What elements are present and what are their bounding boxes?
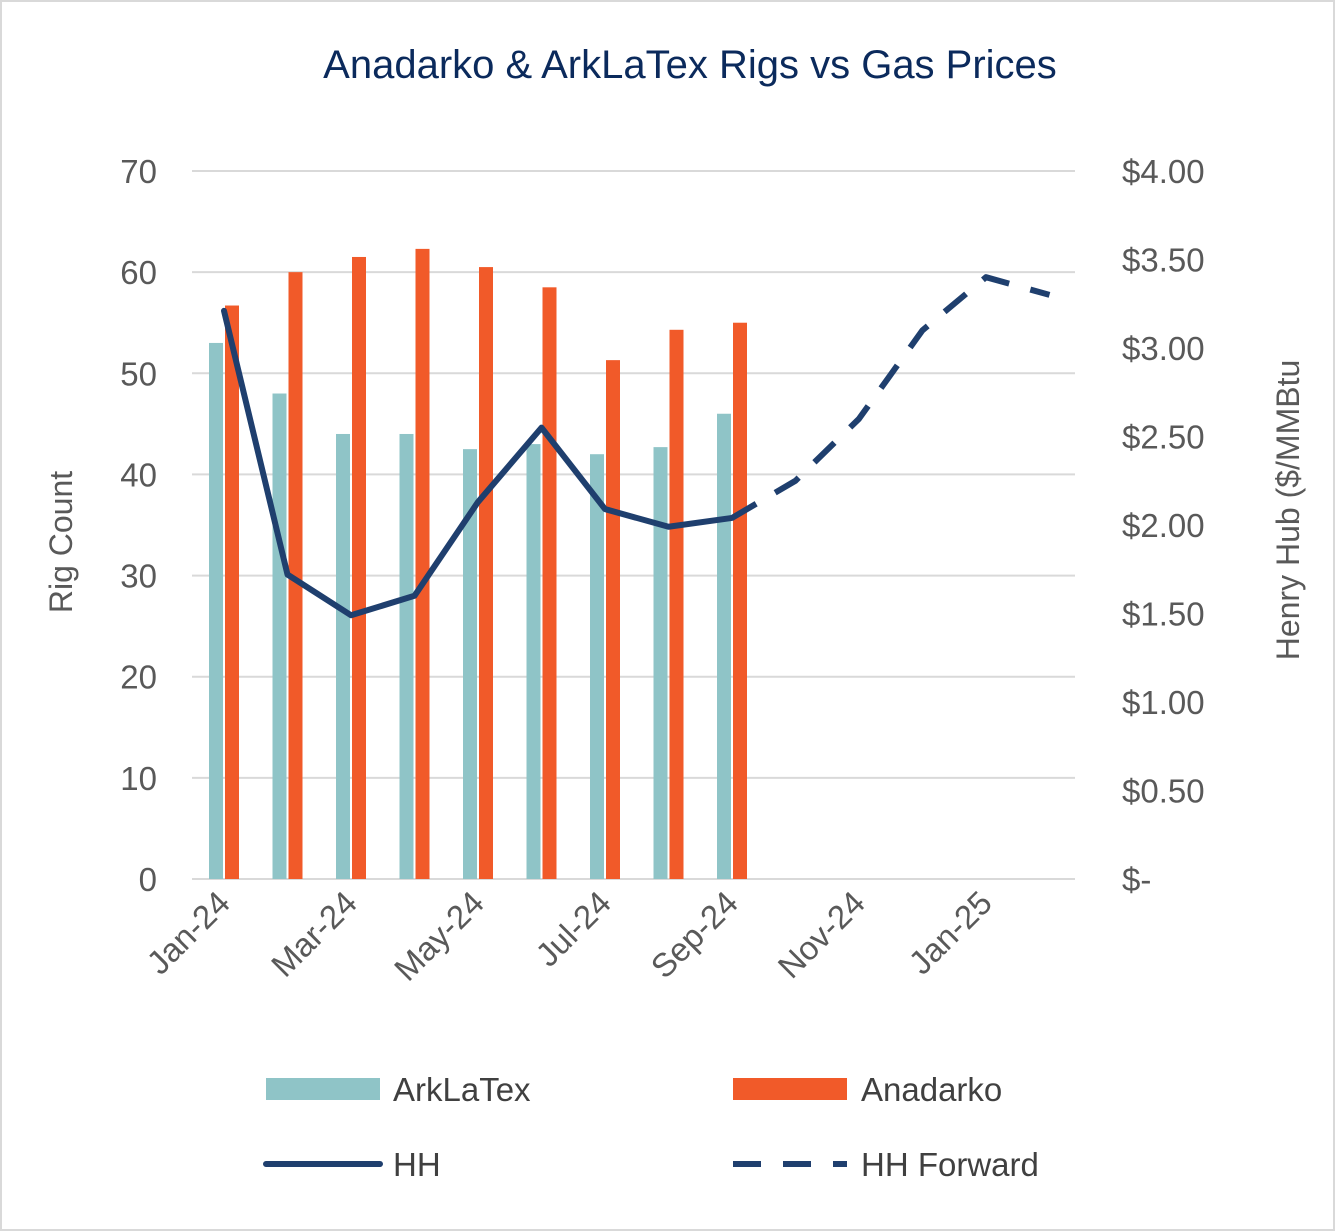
legend-swatch-arklatex <box>266 1078 380 1100</box>
x-tick-label: Sep-24 <box>644 884 745 985</box>
x-tick-label: May-24 <box>387 884 491 988</box>
y-left-tick-label: 20 <box>120 659 157 696</box>
y-right-tick-label: $3.00 <box>1122 330 1205 367</box>
y-right-tick-label: $- <box>1122 861 1151 898</box>
y-left-tick-label: 30 <box>120 558 157 595</box>
x-tick-label: Jul-24 <box>528 884 618 974</box>
y-left-tick-label: 60 <box>120 254 157 291</box>
legend-label-hh-forward: HH Forward <box>861 1146 1039 1183</box>
bar-arklatex <box>590 454 604 879</box>
bar-anadarko <box>288 272 303 880</box>
y-right-tick-label: $1.00 <box>1122 684 1205 721</box>
bar-series-group <box>209 248 747 880</box>
bar-arklatex <box>336 433 350 879</box>
x-tick-label: Jan-25 <box>901 884 999 982</box>
chart-title: Anadarko & ArkLaTex Rigs vs Gas Prices <box>323 43 1057 87</box>
bar-arklatex <box>653 447 668 879</box>
x-axis-ticks: Jan-24 Mar-24 May-24 Jul-24 Sep-24 Nov-24 Jan-… <box>139 884 999 988</box>
y-left-tick-label: 0 <box>139 861 157 898</box>
legend: ArkLaTex Anadarko HH HH Forward <box>263 1071 1039 1183</box>
bar-anadarko <box>733 322 747 879</box>
legend-label-hh: HH <box>393 1146 441 1183</box>
y-axis-right-ticks: $- $0.50 $1.00 $1.50 $2.00 $2.50 $3.00 $3.50 $4.… <box>1122 153 1205 898</box>
y-right-tick-label: $2.00 <box>1122 507 1205 544</box>
y-right-tick-label: $1.50 <box>1122 596 1205 633</box>
line-hh <box>221 307 735 619</box>
y-left-tick-label: 40 <box>120 456 157 493</box>
bar-anadarko <box>542 287 557 879</box>
bar-anadarko <box>352 256 366 879</box>
bar-arklatex <box>717 413 731 879</box>
x-tick-label: Mar-24 <box>264 884 364 984</box>
y-right-tick-label: $2.50 <box>1122 419 1205 456</box>
y-right-tick-label: $4.00 <box>1122 153 1205 190</box>
bar-arklatex <box>399 433 414 879</box>
y-left-tick-label: 70 <box>120 153 157 190</box>
bar-arklatex <box>526 444 541 879</box>
bar-anadarko <box>225 305 239 879</box>
line-series-group <box>221 274 1051 619</box>
x-tick-label: Jan-24 <box>139 884 237 982</box>
legend-label-arklatex: ArkLaTex <box>393 1071 531 1108</box>
bar-anadarko <box>415 248 430 879</box>
line-hh-forward <box>730 274 1051 521</box>
y-right-tick-label: $3.50 <box>1122 242 1205 279</box>
y-axis-left-label: Rig Count <box>43 471 79 613</box>
y-axis-left-ticks: 0 10 20 30 40 50 60 70 <box>120 153 157 898</box>
y-left-tick-label: 50 <box>120 355 157 392</box>
bar-anadarko <box>479 267 493 880</box>
bar-arklatex <box>209 342 223 879</box>
legend-label-anadarko: Anadarko <box>861 1071 1002 1108</box>
gridlines <box>192 170 1075 880</box>
legend-swatch-anadarko <box>733 1078 847 1100</box>
bar-anadarko <box>669 329 684 879</box>
bar-arklatex <box>463 449 477 879</box>
y-axis-right-label: Henry Hub ($/MMBtu <box>1270 360 1306 661</box>
y-right-tick-label: $0.50 <box>1122 773 1205 810</box>
y-left-tick-label: 10 <box>120 760 157 797</box>
x-tick-label: Nov-24 <box>771 884 872 985</box>
bar-anadarko <box>606 360 620 879</box>
bar-arklatex <box>272 393 287 879</box>
